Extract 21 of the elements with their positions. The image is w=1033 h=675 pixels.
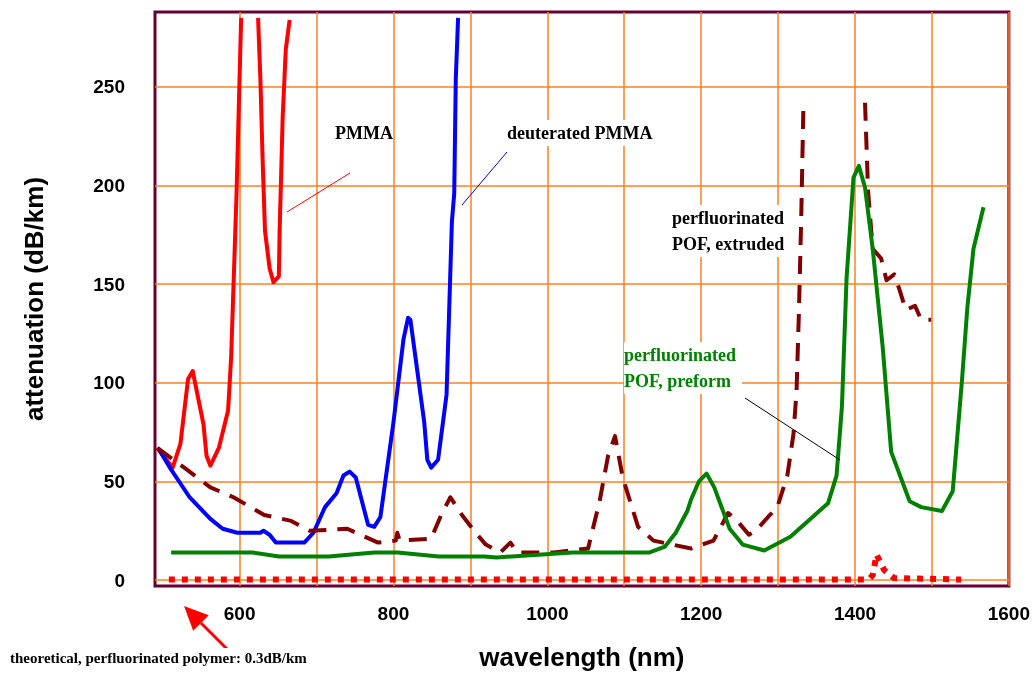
text: PMMA <box>335 120 393 146</box>
line-series <box>156 15 461 545</box>
x-tick-label: 800 <box>377 603 410 624</box>
x-tick-label: 1600 <box>987 603 1031 624</box>
text: perfluorinated POF, preform <box>624 342 742 394</box>
y-axis-title: attenuation (dB/km) <box>19 176 49 422</box>
text: theoretical, perfluorinated polymer: 0.3dB/km <box>10 648 307 668</box>
y-tick-label: 150 <box>93 273 125 295</box>
y-tick-label: 0 <box>114 569 125 591</box>
x-tick-label: 1400 <box>833 603 877 624</box>
x-tick-label: 1200 <box>680 603 723 624</box>
x-tick-label: 1000 <box>526 603 569 624</box>
x-axis-title: wavelength (nm) <box>478 642 685 672</box>
y-tick-label: 250 <box>93 76 125 98</box>
y-tick-label: 200 <box>93 175 125 197</box>
line-series <box>169 163 986 560</box>
x-tick-label: 600 <box>223 603 256 624</box>
text: deuterated PMMA <box>507 120 653 146</box>
y-tick-label: 50 <box>103 470 125 492</box>
y-tick-label: 100 <box>93 372 125 394</box>
series-label: perfluorinated POF, extruded <box>672 205 790 257</box>
